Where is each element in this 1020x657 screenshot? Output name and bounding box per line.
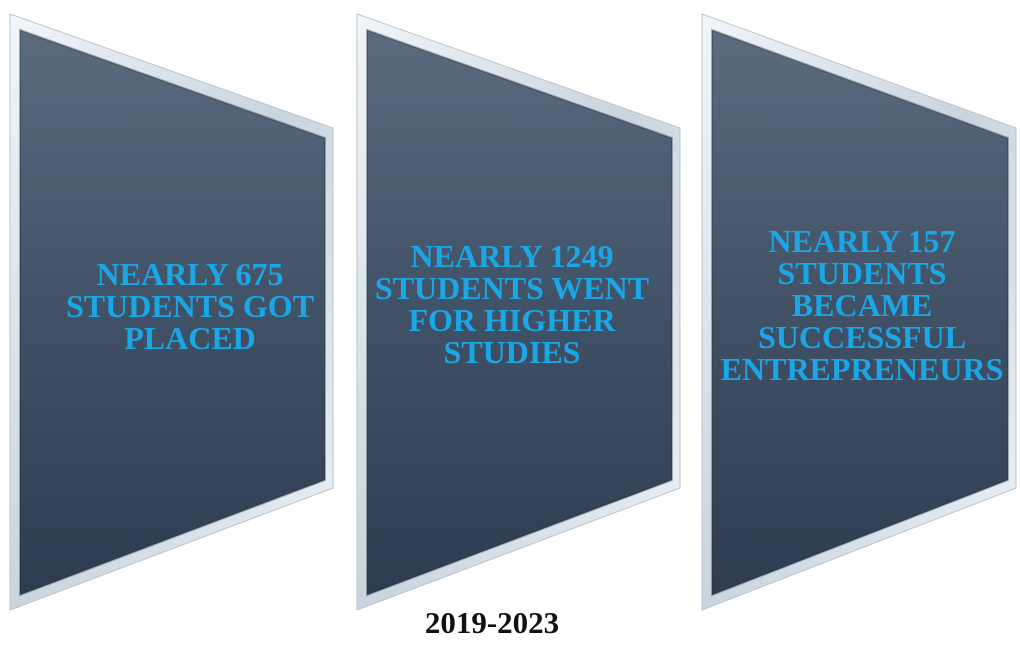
card-higher-studies-text: NEARLY 1249 STUDENTS WENT FOR HIGHER STU… [374,238,650,370]
card-entrepreneurs-face [712,30,1008,595]
card-higher-studies-shade [366,28,673,597]
card-higher-studies-face [367,30,672,595]
card-higher-studies [356,13,681,611]
card-entrepreneurs-text: NEARLY 157 STUDENTS BECAME SUCCESSFUL EN… [720,223,1004,387]
period-label: 2019-2023 [424,605,560,640]
card-placed-shade [19,28,326,597]
card-entrepreneurs [701,13,1017,611]
card-placed [9,13,334,611]
card-entrepreneurs-shade [711,28,1009,597]
card-placed-text: NEARLY 675 STUDENTS GOT PLACED [65,256,315,356]
card-placed-face [20,30,325,595]
